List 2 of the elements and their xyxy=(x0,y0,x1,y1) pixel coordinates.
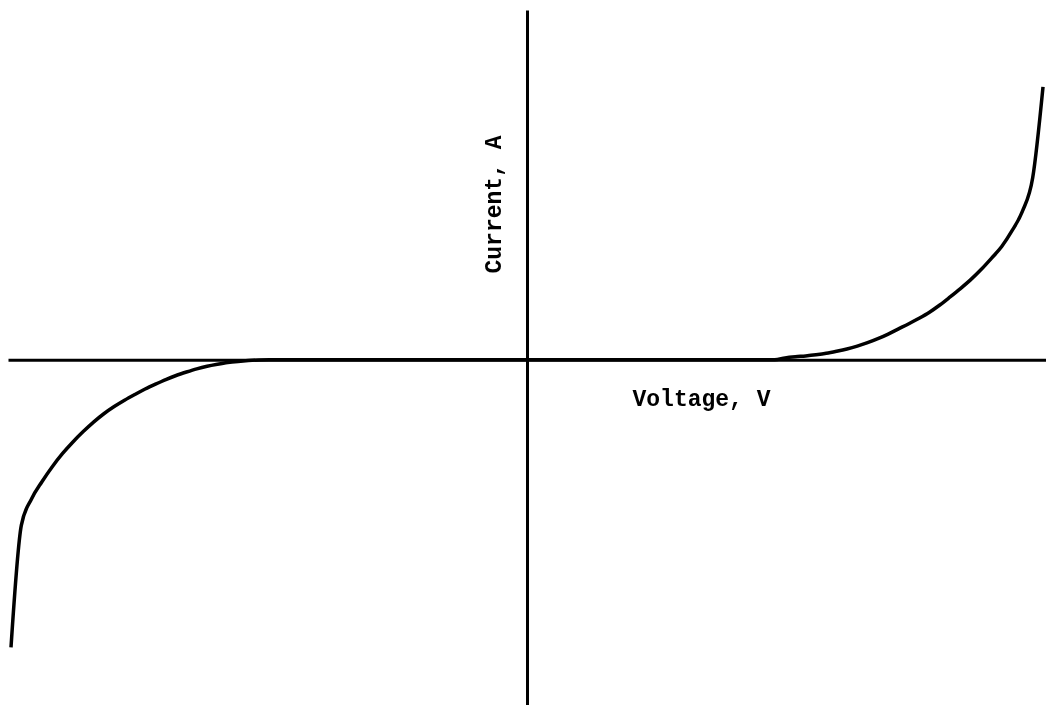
x-axis-title: Voltage, V xyxy=(632,387,771,414)
y-axis-title: Current, A xyxy=(481,135,508,274)
